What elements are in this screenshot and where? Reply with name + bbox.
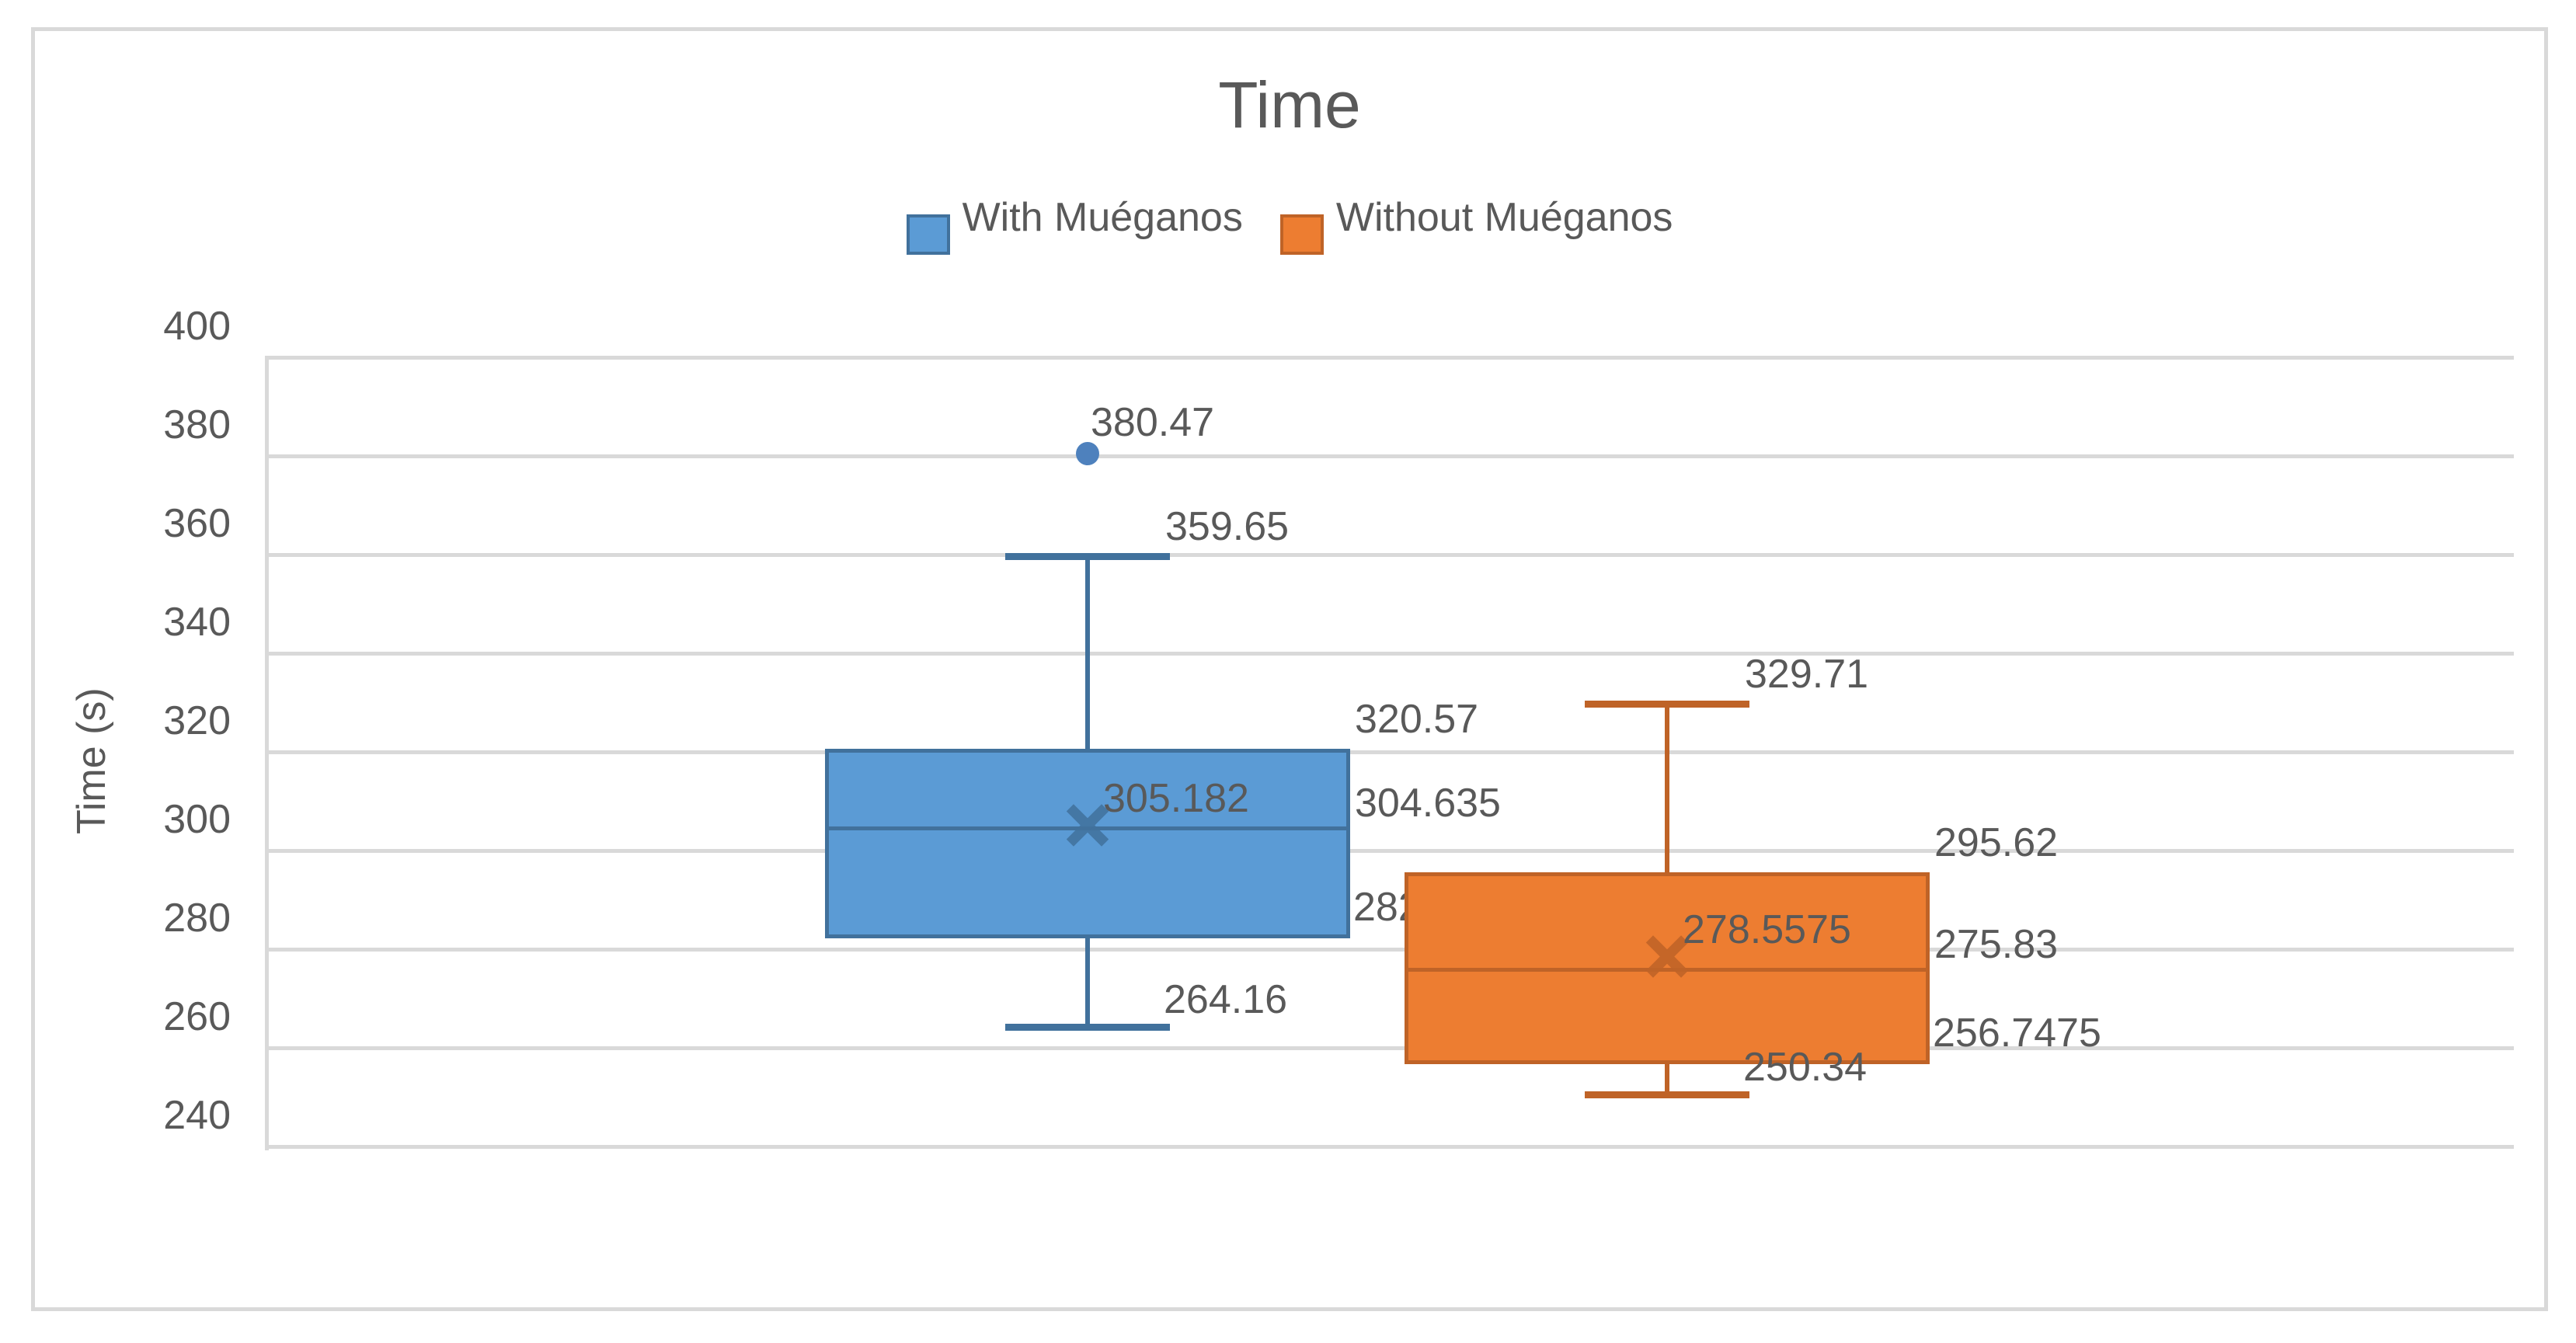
whisker-cap-min-without-mueganos[interactable] (1585, 1091, 1749, 1099)
data-label-median-with-mueganos: 304.635 (1355, 780, 1501, 826)
gridline (265, 356, 2514, 360)
gridline (265, 454, 2514, 458)
gridline (265, 750, 2514, 754)
y-tick-label: 400 (163, 304, 231, 349)
legend-item-without-mueganos[interactable]: Without Muéganos (1279, 186, 1673, 255)
legend-swatch-blue-icon (906, 214, 950, 255)
median-line-without-mueganos (1405, 968, 1930, 972)
y-tick-label: 380 (163, 402, 231, 447)
whisker-upper-without-mueganos[interactable] (1665, 704, 1669, 872)
y-tick-label: 240 (163, 1093, 231, 1138)
y-tick-label: 280 (163, 896, 231, 941)
y-tick-label: 340 (163, 600, 231, 645)
data-label-max-without-mueganos: 329.71 (1745, 652, 1869, 698)
gridline (265, 849, 2514, 853)
gridline (265, 1046, 2514, 1050)
whisker-cap-max-with-mueganos[interactable] (1005, 553, 1170, 561)
data-label-min-without-mueganos: 250.34 (1743, 1045, 1868, 1091)
outlier-point-with-mueganos[interactable] (1076, 442, 1099, 465)
gridline (265, 1145, 2514, 1149)
mean-marker-with-mueganos[interactable] (1066, 803, 1109, 847)
whisker-lower-without-mueganos[interactable] (1665, 1063, 1669, 1096)
y-tick-label: 300 (163, 797, 231, 842)
whisker-upper-with-mueganos[interactable] (1085, 556, 1090, 750)
legend-swatch-orange-icon (1279, 214, 1324, 255)
data-label-max-with-mueganos: 359.65 (1165, 504, 1290, 550)
gridline (265, 948, 2514, 952)
legend-label: With Muéganos (962, 195, 1243, 240)
y-tick-label: 360 (163, 501, 231, 546)
data-label-mean-with-mueganos: 305.182 (1103, 776, 1249, 822)
whisker-cap-max-without-mueganos[interactable] (1585, 701, 1749, 708)
legend-label: Without Muéganos (1335, 195, 1673, 240)
data-label-mean-without-mueganos: 278.5575 (1683, 907, 1851, 953)
data-label-q3-with-mueganos: 320.57 (1355, 697, 1479, 743)
legend-item-with-mueganos[interactable]: With Muéganos (906, 186, 1243, 255)
whisker-cap-min-with-mueganos[interactable] (1005, 1023, 1170, 1031)
box-with-mueganos[interactable] (825, 749, 1350, 938)
y-tick-label: 260 (163, 994, 231, 1039)
data-label-median-without-mueganos: 275.83 (1934, 922, 2059, 968)
data-label-q1-without-mueganos: 256.7475 (1933, 1010, 2101, 1056)
data-label-q3-without-mueganos: 295.62 (1934, 819, 2059, 865)
data-label-outlier-with-mueganos: 380.47 (1091, 400, 1215, 445)
whisker-lower-with-mueganos[interactable] (1085, 938, 1090, 1028)
y-tick-label: 320 (163, 698, 231, 743)
chart-title: Time (1218, 68, 1361, 141)
mean-marker-without-mueganos[interactable] (1645, 934, 1689, 978)
box-without-mueganos[interactable] (1405, 872, 1930, 1064)
gridline (265, 652, 2514, 656)
data-label-min-with-mueganos: 264.16 (1164, 976, 1288, 1022)
legend: With Muéganos Without Muéganos (31, 186, 2548, 256)
gridline (265, 553, 2514, 557)
y-axis-line (265, 357, 269, 1150)
